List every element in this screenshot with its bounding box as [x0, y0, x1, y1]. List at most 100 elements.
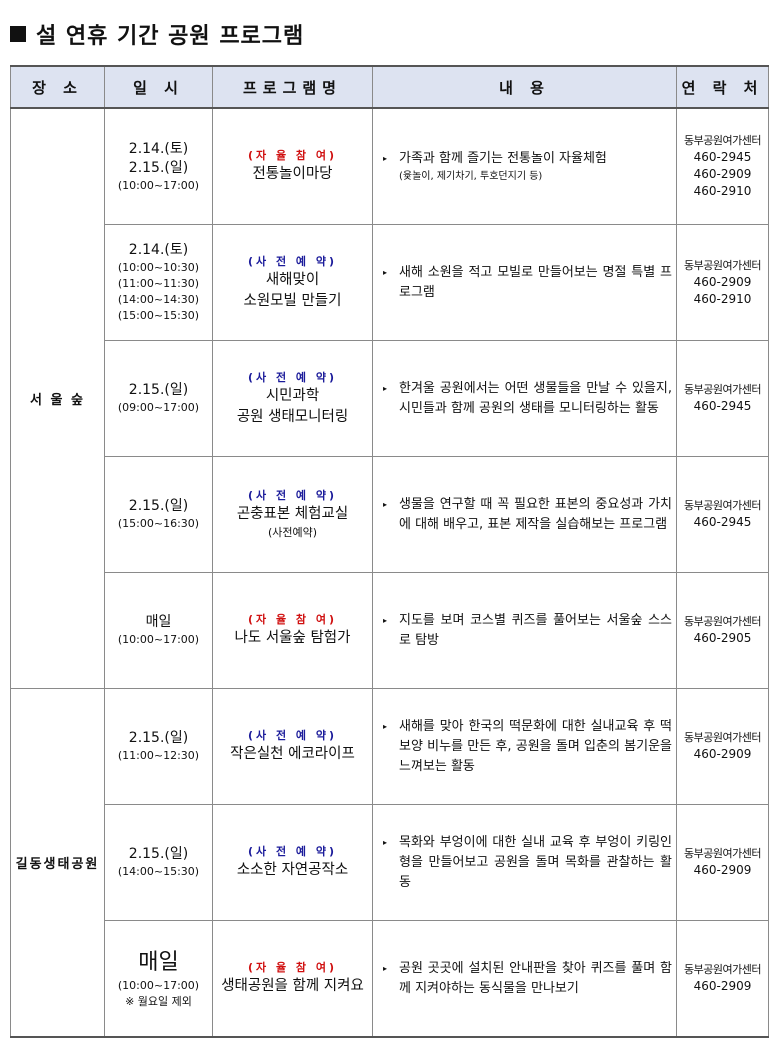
participation-tag: (사 전 예 약): [247, 370, 338, 384]
time-text: (09:00~17:00): [117, 401, 200, 414]
table-row: 길동생태공원 2.15.(일) (11:00~12:30) (사 전 예 약) 작은실천…: [10, 688, 769, 1038]
program-name: 소원모빌 만들기: [243, 292, 342, 309]
square-bullet-icon: [10, 26, 26, 42]
place-cell: 길동생태공원: [10, 688, 105, 1038]
table-row: 매일 (10:00~17:00) (자 율 참 여) 나도 서울숲 탐험가 ▸ 지도를 보…: [11, 572, 769, 689]
time-text: ※ 월요일 제외: [125, 994, 192, 1008]
description: ▸ 공원 곳곳에 설치된 안내판을 찾아 퀴즈를 풀며 함께 지켜야하는 동식물을…: [383, 959, 672, 999]
time-text: (10:00~17:00): [117, 633, 200, 646]
content-cell: ▸ 생물을 연구할 때 꼭 필요한 표본의 중요성과 가치에 대해 배우고, 표본…: [372, 456, 677, 573]
participation-tag: (사 전 예 약): [247, 254, 338, 268]
table-row: 2.15.(일) (15:00~16:30) (사 전 예 약) 곤충표본 체험교실 (…: [11, 456, 769, 573]
datetime-cell: 2.15.(일) (09:00~17:00): [104, 340, 213, 457]
contact-phone: 460-2909: [693, 747, 752, 761]
description: ▸ 한겨울 공원에서는 어떤 생물들을 만날 수 있을지, 시민들과 함께 공원의…: [383, 379, 672, 419]
triangle-bullet-icon: ▸: [383, 963, 388, 973]
contact-cell: 동부공원여가센터 460-2905: [676, 572, 769, 689]
participation-tag: (사 전 예 약): [247, 729, 338, 742]
program-note: (사전예약): [267, 526, 318, 539]
contact-phone: 460-2905: [693, 631, 752, 645]
datetime-cell: 2.15.(일) (11:00~12:30): [104, 688, 213, 805]
date-text: 2.15.(일): [128, 730, 189, 746]
datetime-cell: 2.15.(일) (14:00~15:30): [104, 804, 213, 921]
content-cell: ▸ 지도를 보며 코스별 퀴즈를 풀어보는 서울숲 스스로 탐방: [372, 572, 677, 689]
date-text: 2.15.(일): [128, 498, 189, 514]
participation-tag: (사 전 예 약): [247, 489, 338, 502]
description: ▸ 가족과 함께 즐기는 전통놀이 자율체험: [383, 149, 672, 169]
description-text: 목화와 부엉이에 대한 실내 교육 후 부엉이 키링인형을 만들어보고 공원을 …: [399, 834, 672, 890]
program-name: 시민과학: [265, 387, 320, 404]
time-text: (15:00~16:30): [117, 517, 200, 530]
contact-org: 동부공원여가센터: [684, 615, 761, 628]
description-text: 생물을 연구할 때 꼭 필요한 표본의 중요성과 가치에 대해 배우고, 표본 …: [399, 496, 672, 532]
contact-cell: 동부공원여가센터 460-2945 460-2909 460-2910: [676, 107, 769, 225]
participation-tag: (사 전 예 약): [247, 845, 338, 858]
program-name: 작은실천 에코라이프: [230, 746, 355, 762]
date-text: 2.14.(토): [128, 242, 189, 258]
table-header-row: 장 소 일 시 프로그램명 내 용 연 락 처: [10, 65, 769, 109]
description: ▸ 새해를 맞아 한국의 떡문화에 대한 실내교육 후 떡보양 비누를 만든 후,…: [383, 717, 672, 777]
contact-phone: 460-2909: [693, 167, 752, 181]
triangle-bullet-icon: ▸: [383, 615, 388, 625]
description: ▸ 지도를 보며 코스별 퀴즈를 풀어보는 서울숲 스스로 탐방: [383, 611, 672, 651]
time-text: (15:00~15:30): [117, 309, 200, 322]
program-cell: (사 전 예 약) 작은실천 에코라이프: [212, 688, 373, 805]
program-name: 곤충표본 체험교실: [236, 506, 349, 522]
datetime-cell: 2.15.(일) (15:00~16:30): [104, 456, 213, 573]
content-cell: ▸ 공원 곳곳에 설치된 안내판을 찾아 퀴즈를 풀며 함께 지켜야하는 동식물을…: [372, 920, 677, 1038]
program-cell: (사 전 예 약) 소소한 자연공작소: [212, 804, 373, 921]
content-cell: ▸ 새해를 맞아 한국의 떡문화에 대한 실내교육 후 떡보양 비누를 만든 후,…: [372, 688, 677, 805]
contact-org: 동부공원여가센터: [684, 847, 761, 860]
datetime-cell: 2.14.(토) 2.15.(일) (10:00~17:00): [104, 107, 213, 225]
content-cell: ▸ 목화와 부엉이에 대한 실내 교육 후 부엉이 키링인형을 만들어보고 공원을…: [372, 804, 677, 921]
triangle-bullet-icon: ▸: [383, 267, 388, 277]
time-text: (11:00~12:30): [117, 749, 200, 762]
contact-cell: 동부공원여가센터 460-2945: [676, 340, 769, 457]
datetime-cell: 매일 (10:00~17:00): [104, 572, 213, 689]
time-text: (14:00~15:30): [117, 865, 200, 878]
header-content: 내 용: [372, 65, 677, 109]
program-name: 나도 서울숲 탐험가: [234, 630, 351, 646]
program-name: 소소한 자연공작소: [236, 862, 349, 878]
time-text: (10:00~17:00): [117, 178, 200, 192]
program-table: 장 소 일 시 프로그램명 내 용 연 락 처 서 울 숲 2.14.(토) 2.1…: [10, 65, 769, 1038]
triangle-bullet-icon: ▸: [383, 721, 388, 731]
date-text: 2.14.(토): [128, 140, 189, 157]
date-text: 2.15.(일): [128, 159, 189, 176]
triangle-bullet-icon: ▸: [383, 499, 388, 509]
triangle-bullet-icon: ▸: [383, 383, 388, 393]
date-text: 매일: [145, 614, 172, 630]
contact-phone: 460-2945: [693, 399, 752, 413]
description-text: 공원 곳곳에 설치된 안내판을 찾아 퀴즈를 풀며 함께 지켜야하는 동식물을 …: [399, 960, 672, 996]
program-cell: (자 율 참 여) 전통놀이마당: [212, 107, 373, 225]
contact-org: 동부공원여가센터: [684, 134, 761, 147]
contact-phone: 460-2909: [693, 979, 752, 993]
participation-tag: (자 율 참 여): [247, 961, 338, 974]
page-title: 설 연휴 기간 공원 프로그램: [10, 18, 304, 50]
contact-org: 동부공원여가센터: [684, 499, 761, 512]
table-row: 2.15.(일) (09:00~17:00) (사 전 예 약) 시민과학 공원 생태모…: [11, 340, 769, 457]
description-text: 새해를 맞아 한국의 떡문화에 대한 실내교육 후 떡보양 비누를 만든 후, …: [399, 718, 672, 774]
contact-cell: 동부공원여가센터 460-2909 460-2910: [676, 224, 769, 341]
header-datetime: 일 시: [104, 65, 213, 109]
contact-cell: 동부공원여가센터 460-2909: [676, 688, 769, 805]
contact-phone: 460-2945: [693, 150, 752, 164]
contact-phone: 460-2910: [693, 184, 752, 198]
time-text: (10:00~17:00): [117, 978, 200, 992]
contact-org: 동부공원여가센터: [684, 258, 761, 272]
place-cell: 서 울 숲: [10, 107, 105, 689]
contact-cell: 동부공원여가센터 460-2909: [676, 920, 769, 1038]
program-name: 생태공원을 함께 지켜요: [221, 978, 364, 994]
contact-cell: 동부공원여가센터 460-2945: [676, 456, 769, 573]
title-text: 설 연휴 기간 공원 프로그램: [36, 24, 305, 49]
triangle-bullet-icon: ▸: [383, 837, 388, 847]
description-text: 지도를 보며 코스별 퀴즈를 풀어보는 서울숲 스스로 탐방: [399, 612, 672, 648]
contact-org: 동부공원여가센터: [684, 383, 761, 396]
datetime-cell: 매일 (10:00~17:00) ※ 월요일 제외: [104, 920, 213, 1038]
description-text: 한겨울 공원에서는 어떤 생물들을 만날 수 있을지, 시민들과 함께 공원의 …: [399, 380, 672, 416]
description-text: 새해 소원을 적고 모빌로 만들어보는 명절 특별 프로그램: [399, 264, 672, 300]
program-cell: (사 전 예 약) 시민과학 공원 생태모니터링: [212, 340, 373, 457]
header-contact: 연 락 처: [676, 65, 769, 109]
table-row: 매일 (10:00~17:00) ※ 월요일 제외 (자 율 참 여) 생태공원을 함께…: [11, 920, 769, 1038]
contact-org: 동부공원여가센터: [684, 963, 761, 976]
